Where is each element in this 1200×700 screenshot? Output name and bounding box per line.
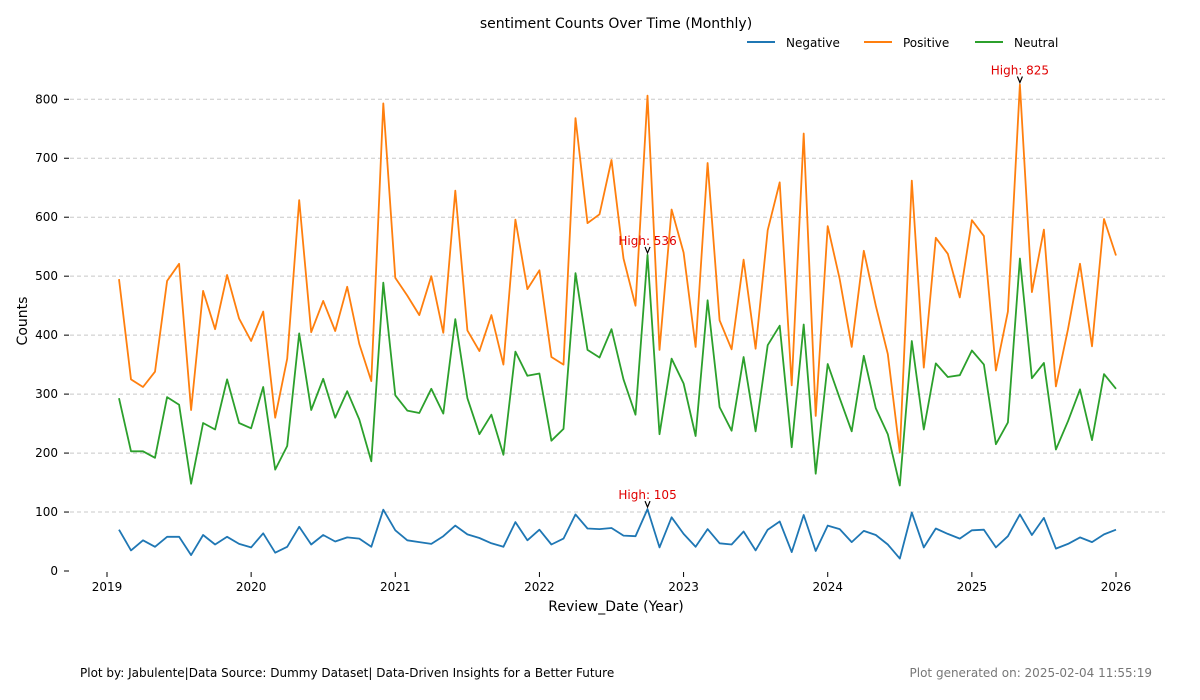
- annotations: High: 825 High: 536 High: 105: [618, 64, 1049, 509]
- y-tick-label: 700: [35, 151, 58, 165]
- x-tick-label: 2023: [668, 580, 699, 594]
- legend-label-neutral: Neutral: [1014, 36, 1058, 50]
- x-tick-label: 2025: [957, 580, 988, 594]
- y-tick-label: 600: [35, 210, 58, 224]
- legend-label-positive: Positive: [903, 36, 949, 50]
- footer-timestamp: Plot generated on: 2025-02-04 11:55:19: [909, 666, 1152, 680]
- series-line-positive: [118, 83, 1117, 454]
- y-axis-label: Counts: [15, 297, 31, 346]
- y-tick-label: 800: [35, 92, 58, 106]
- footer-credit: Plot by: Jabulente|Data Source: Dummy Da…: [80, 666, 615, 680]
- axes: 0 100 200 300 400 500 600 700 800 2019 2020 2021 202…: [35, 92, 1131, 594]
- y-tick-label: 300: [35, 387, 58, 401]
- annotation-label: High: 536: [618, 234, 676, 248]
- x-tick-label: 2019: [92, 580, 123, 594]
- annotation-label: High: 825: [991, 64, 1049, 78]
- annotation-arrow: [1016, 76, 1023, 85]
- series-lines: [118, 83, 1117, 560]
- y-tick-label: 0: [50, 564, 58, 578]
- y-tick-label: 500: [35, 269, 58, 283]
- y-tick-label: 400: [35, 328, 58, 342]
- series-line-neutral: [118, 253, 1117, 487]
- x-tick-label: 2020: [236, 580, 267, 594]
- annotation-label: High: 105: [618, 488, 676, 502]
- x-tick-label: 2021: [380, 580, 411, 594]
- annotation-arrow: [644, 246, 651, 255]
- legend-label-negative: Negative: [786, 36, 840, 50]
- y-tick-label: 200: [35, 446, 58, 460]
- legend: Negative Positive Neutral: [747, 36, 1058, 50]
- series-line-negative: [118, 508, 1117, 560]
- x-axis-label: Review_Date (Year): [548, 599, 683, 615]
- x-tick-label: 2026: [1101, 580, 1132, 594]
- y-tick-label: 100: [35, 505, 58, 519]
- annotation-arrow: [644, 500, 651, 509]
- grid-lines: [70, 98, 1165, 513]
- x-tick-label: 2022: [524, 580, 555, 594]
- chart-title: sentiment Counts Over Time (Monthly): [480, 16, 752, 32]
- x-tick-label: 2024: [812, 580, 843, 594]
